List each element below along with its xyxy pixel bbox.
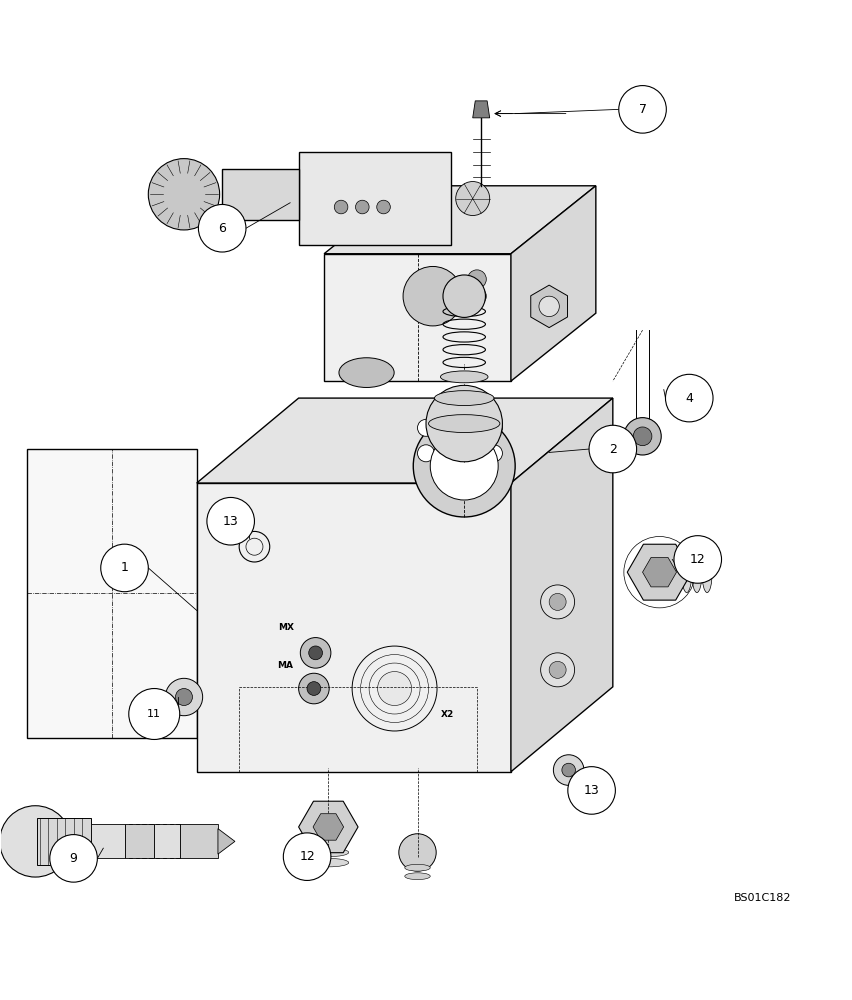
Ellipse shape [308,838,348,846]
Polygon shape [511,398,613,772]
Ellipse shape [339,213,394,243]
Ellipse shape [435,391,494,406]
Text: 13: 13 [223,515,239,528]
Circle shape [399,834,436,871]
Polygon shape [37,818,90,865]
Circle shape [459,287,478,306]
Polygon shape [154,824,180,858]
Circle shape [300,638,331,668]
Circle shape [561,763,575,777]
Circle shape [456,182,490,216]
Polygon shape [90,824,124,858]
Circle shape [434,274,452,293]
Circle shape [129,689,180,739]
Ellipse shape [692,552,702,593]
Ellipse shape [440,371,488,383]
Ellipse shape [671,552,682,593]
Circle shape [550,593,566,610]
Polygon shape [473,101,490,118]
Ellipse shape [308,858,348,867]
Circle shape [486,419,503,436]
Polygon shape [324,186,596,254]
Circle shape [408,287,427,306]
Circle shape [207,497,255,545]
Polygon shape [124,824,154,858]
Polygon shape [218,829,235,854]
Text: 11: 11 [147,709,161,719]
Circle shape [541,653,574,687]
Circle shape [633,427,652,446]
Ellipse shape [339,358,394,387]
Circle shape [307,682,321,695]
Circle shape [468,270,486,289]
Polygon shape [27,449,197,738]
Circle shape [452,458,469,475]
Circle shape [430,432,498,500]
Text: 7: 7 [638,103,647,116]
Ellipse shape [405,873,430,880]
Polygon shape [197,483,511,772]
Ellipse shape [405,864,430,871]
Text: MX: MX [279,623,295,632]
Ellipse shape [308,848,348,857]
Circle shape [624,418,661,455]
Circle shape [434,300,452,318]
Circle shape [403,266,463,326]
Circle shape [101,544,148,592]
Polygon shape [180,824,218,858]
Circle shape [539,296,559,317]
Text: 9: 9 [70,852,78,865]
Polygon shape [197,398,613,483]
Circle shape [417,445,435,462]
Text: 6: 6 [218,222,226,235]
Text: 2: 2 [609,443,617,456]
Circle shape [308,646,322,660]
Circle shape [486,445,503,462]
Text: 12: 12 [690,553,705,566]
Circle shape [417,419,435,436]
Circle shape [176,689,193,706]
Polygon shape [324,254,511,381]
Circle shape [355,200,369,214]
Polygon shape [298,152,452,245]
Polygon shape [222,169,298,220]
Circle shape [589,425,636,473]
Polygon shape [511,186,596,381]
Circle shape [49,835,97,882]
Circle shape [148,159,220,230]
Circle shape [334,200,348,214]
Text: 13: 13 [584,784,600,797]
Circle shape [452,407,469,424]
Circle shape [413,415,515,517]
Ellipse shape [702,552,712,593]
Text: 4: 4 [685,392,694,405]
Circle shape [550,661,566,678]
Circle shape [468,287,486,306]
Circle shape [674,536,722,583]
Ellipse shape [682,552,692,593]
Text: MA: MA [277,661,293,670]
Circle shape [443,275,486,317]
Circle shape [377,200,390,214]
Circle shape [541,585,574,619]
Circle shape [426,385,503,462]
Text: 12: 12 [299,850,315,863]
Ellipse shape [429,415,500,432]
Circle shape [567,767,615,814]
Circle shape [665,374,713,422]
Circle shape [298,673,329,704]
Circle shape [0,806,71,877]
Text: BS01C182: BS01C182 [734,893,792,903]
Text: 1: 1 [121,561,129,574]
Circle shape [165,678,203,716]
Circle shape [554,755,584,785]
Circle shape [199,204,246,252]
Circle shape [377,672,412,706]
Circle shape [284,833,331,880]
Circle shape [619,86,666,133]
Text: X2: X2 [441,710,454,719]
